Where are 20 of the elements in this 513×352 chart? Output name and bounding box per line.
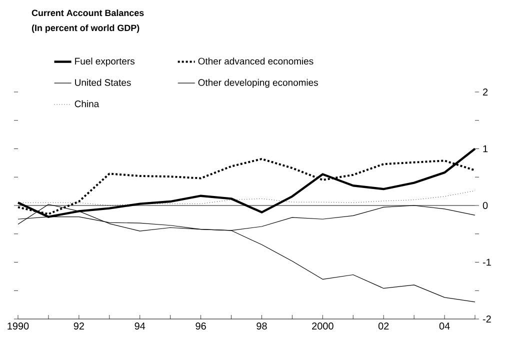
x-tick-label: 92	[74, 322, 84, 330]
legend-label: China	[74, 100, 100, 108]
x-tick-label: 98	[256, 322, 267, 330]
legend-label: Other advanced economies	[198, 58, 314, 65]
y-tick-label: -1	[482, 258, 491, 266]
chart-title: Current Account Balances	[32, 10, 144, 16]
legend-label: Fuel exporters	[75, 58, 135, 66]
y-tick-label: -2	[482, 316, 491, 322]
x-tick-label: 96	[196, 322, 206, 330]
x-tick-label: 04	[439, 322, 450, 330]
x-tick-label: 1990	[8, 322, 29, 330]
legend-label: United States	[75, 78, 131, 86]
legend-label: Other developing economies	[198, 78, 318, 88]
y-tick-label: 0	[482, 202, 488, 210]
x-tick-label: 02	[378, 322, 389, 330]
chart-subtitle: (In percent of world GDP)	[32, 24, 140, 33]
x-tick-label: 2000	[312, 322, 334, 330]
y-tick-label: 1	[483, 145, 488, 152]
y-tick-label: 2	[483, 88, 488, 96]
x-tick-label: 94	[134, 322, 146, 330]
